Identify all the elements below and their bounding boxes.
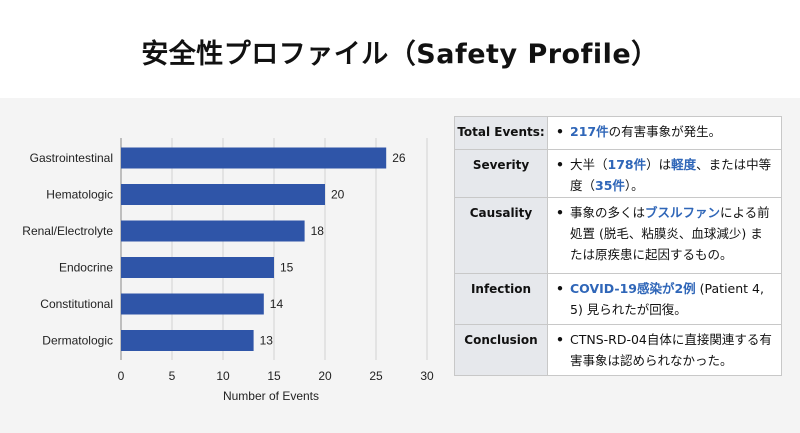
x-tick-label: 15 xyxy=(267,369,281,383)
row-label: Causality xyxy=(455,198,548,273)
bullet-icon: • xyxy=(556,205,564,220)
y-tick-label: Constitutional xyxy=(40,297,113,311)
x-axis-label: Number of Events xyxy=(223,389,319,403)
y-tick-label: Endocrine xyxy=(59,261,113,275)
bar xyxy=(121,147,387,169)
y-tick-label: Gastrointestinal xyxy=(30,151,113,165)
y-tick-label: Hematologic xyxy=(46,188,113,202)
table-row: Total Events: • 217件の有害事象が発生。 xyxy=(455,117,781,150)
row-value: • COVID-19感染が2例 (Patient 4, 5) 見られたが回復。 xyxy=(548,274,781,324)
row-text: 大半（178件）は軽度、または中等度（35件）。 xyxy=(570,157,772,193)
x-tick-label: 20 xyxy=(318,369,332,383)
data-label: 26 xyxy=(392,151,406,165)
row-value: • CTNS-RD-04自体に直接関連する有害事象は認められなかった。 xyxy=(548,325,781,375)
x-tick-label: 25 xyxy=(369,369,383,383)
page-title: 安全性プロファイル（Safety Profile） xyxy=(141,39,659,70)
x-tick-label: 5 xyxy=(169,369,176,383)
row-label: Severity xyxy=(455,150,548,197)
x-tick-label: 10 xyxy=(216,369,230,383)
row-label: Infection xyxy=(455,274,548,324)
data-label: 20 xyxy=(331,188,345,202)
x-tick-label: 0 xyxy=(118,369,125,383)
row-value: • 事象の多くはブスルファンによる前処置 (脱毛、粘膜炎、血球減少) または原疾患… xyxy=(548,198,781,273)
bullet-icon: • xyxy=(556,124,564,139)
x-tick-label: 30 xyxy=(420,369,434,383)
bar xyxy=(121,184,325,205)
bar xyxy=(121,330,254,351)
row-value: • 大半（178件）は軽度、または中等度（35件）。 xyxy=(548,150,781,197)
bullet-icon: • xyxy=(556,157,564,172)
row-text: 217件の有害事象が発生。 xyxy=(570,124,722,139)
row-text: CTNS-RD-04自体に直接関連する有害事象は認められなかった。 xyxy=(570,332,772,368)
y-tick-label: Dermatologic xyxy=(42,334,113,348)
row-value: • 217件の有害事象が発生。 xyxy=(548,117,781,149)
bar xyxy=(121,257,274,278)
row-text: COVID-19感染が2例 (Patient 4, 5) 見られたが回復。 xyxy=(570,281,764,317)
bullet-icon: • xyxy=(556,281,564,296)
data-label: 18 xyxy=(311,224,325,238)
bar xyxy=(121,220,305,242)
table-row: Infection • COVID-19感染が2例 (Patient 4, 5) 見… xyxy=(455,274,781,325)
row-label: Conclusion xyxy=(455,325,548,375)
y-tick-label: Renal/Electrolyte xyxy=(22,224,113,238)
data-label: 14 xyxy=(270,297,284,311)
data-label: 15 xyxy=(280,261,294,275)
table-row: Causality • 事象の多くはブスルファンによる前処置 (脱毛、粘膜炎、血球減… xyxy=(455,198,781,274)
bar xyxy=(121,293,264,315)
table-row: Severity • 大半（178件）は軽度、または中等度（35件）。 xyxy=(455,150,781,198)
data-label: 13 xyxy=(260,334,274,348)
row-text: 事象の多くはブスルファンによる前処置 (脱毛、粘膜炎、血球減少) または原疾患に… xyxy=(570,205,770,262)
bullet-icon: • xyxy=(556,332,564,347)
row-label: Total Events: xyxy=(455,117,548,149)
safety-summary-table: Total Events: • 217件の有害事象が発生。 Severity • 大半（1… xyxy=(454,116,782,376)
table-row: Conclusion • CTNS-RD-04自体に直接関連する有害事象は認められな… xyxy=(455,325,781,375)
